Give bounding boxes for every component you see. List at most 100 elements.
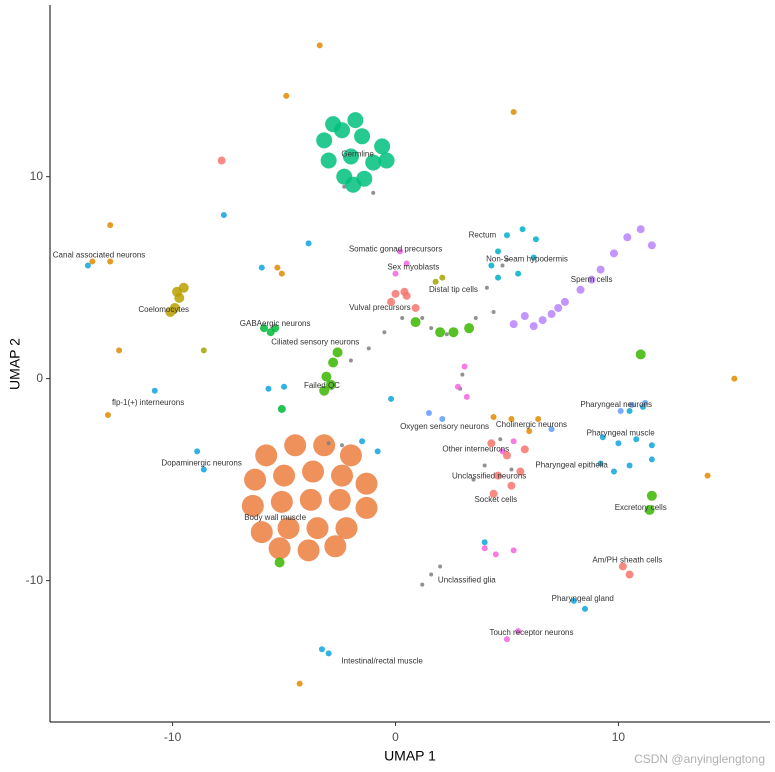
point (403, 260, 410, 267)
point (500, 263, 505, 268)
point (104, 412, 111, 419)
point (444, 332, 449, 337)
point (321, 371, 332, 382)
cluster-label: Failed QC (304, 381, 340, 390)
cluster-label: Intestinal/rectal muscle (341, 657, 423, 666)
point (306, 517, 329, 540)
point (491, 309, 496, 314)
point (355, 496, 378, 519)
point (318, 646, 325, 653)
point (241, 494, 264, 517)
point (530, 254, 537, 261)
point (510, 109, 517, 116)
point (331, 464, 354, 487)
point (596, 265, 605, 274)
point (471, 477, 476, 482)
point (615, 440, 622, 447)
y-axis-title: UMAP 2 (7, 338, 23, 390)
point (519, 226, 526, 233)
point (374, 448, 381, 455)
point (515, 270, 522, 277)
point (107, 258, 114, 265)
point (302, 460, 325, 483)
point (599, 434, 606, 441)
point (635, 349, 646, 360)
point (581, 605, 588, 612)
point (392, 270, 399, 277)
point (495, 274, 502, 281)
cluster-label: Pharyngeal neurons (580, 400, 652, 409)
point (387, 297, 396, 306)
point (347, 112, 364, 129)
point (277, 517, 300, 540)
point (432, 278, 439, 285)
cluster-label: Excretory cells (615, 503, 667, 512)
cluster-label: Vulval precursors (349, 303, 411, 312)
point (200, 466, 207, 473)
point (325, 116, 342, 133)
point (463, 393, 470, 400)
point (625, 570, 634, 579)
point (284, 434, 307, 457)
point (429, 572, 434, 577)
point (489, 489, 498, 498)
point (326, 441, 331, 446)
point (255, 444, 278, 467)
x-tick-label: 10 (612, 730, 626, 744)
point (481, 545, 488, 552)
point (648, 442, 655, 449)
cluster-label: Sex myoblasts (387, 263, 439, 272)
point (116, 347, 123, 354)
point (396, 248, 403, 255)
watermark: CSDN @anyinglengtong (634, 752, 765, 766)
point (371, 190, 376, 195)
point (400, 316, 405, 321)
point (325, 379, 336, 390)
point (278, 270, 285, 277)
cluster-label: Unclassified glia (438, 576, 496, 585)
point (402, 291, 411, 300)
point (617, 407, 624, 414)
cluster-label: Body wall muscle (244, 513, 306, 522)
point (587, 275, 596, 284)
point (532, 236, 539, 243)
point (576, 285, 585, 294)
point (515, 628, 522, 635)
point (313, 434, 336, 457)
point (526, 428, 533, 435)
point (482, 463, 487, 468)
point (516, 467, 525, 476)
y-tick-label: 0 (36, 371, 43, 385)
point (488, 262, 495, 269)
point (107, 222, 114, 229)
point (510, 547, 517, 554)
point (498, 437, 503, 442)
point (510, 438, 517, 445)
point (487, 439, 496, 448)
point (618, 562, 627, 571)
point (328, 357, 339, 368)
point (299, 488, 322, 511)
point (633, 436, 640, 443)
point (340, 443, 345, 448)
cluster-label: Germline (341, 150, 374, 159)
point (464, 323, 475, 334)
cluster-label: Somatic gonad precursors (349, 244, 442, 253)
point (547, 310, 556, 319)
point (508, 416, 515, 423)
point (281, 383, 288, 390)
point (626, 462, 633, 469)
point (258, 264, 265, 271)
point (425, 409, 432, 416)
point (316, 132, 333, 149)
cluster-label: Pharyngeal gland (552, 594, 614, 603)
point (259, 324, 268, 333)
point (554, 303, 563, 312)
point (494, 471, 503, 480)
point (570, 597, 577, 604)
point (325, 650, 332, 657)
cluster-label: flp-1(+) interneurons (112, 398, 184, 407)
point (610, 468, 617, 475)
point (429, 326, 434, 331)
point (628, 401, 635, 408)
